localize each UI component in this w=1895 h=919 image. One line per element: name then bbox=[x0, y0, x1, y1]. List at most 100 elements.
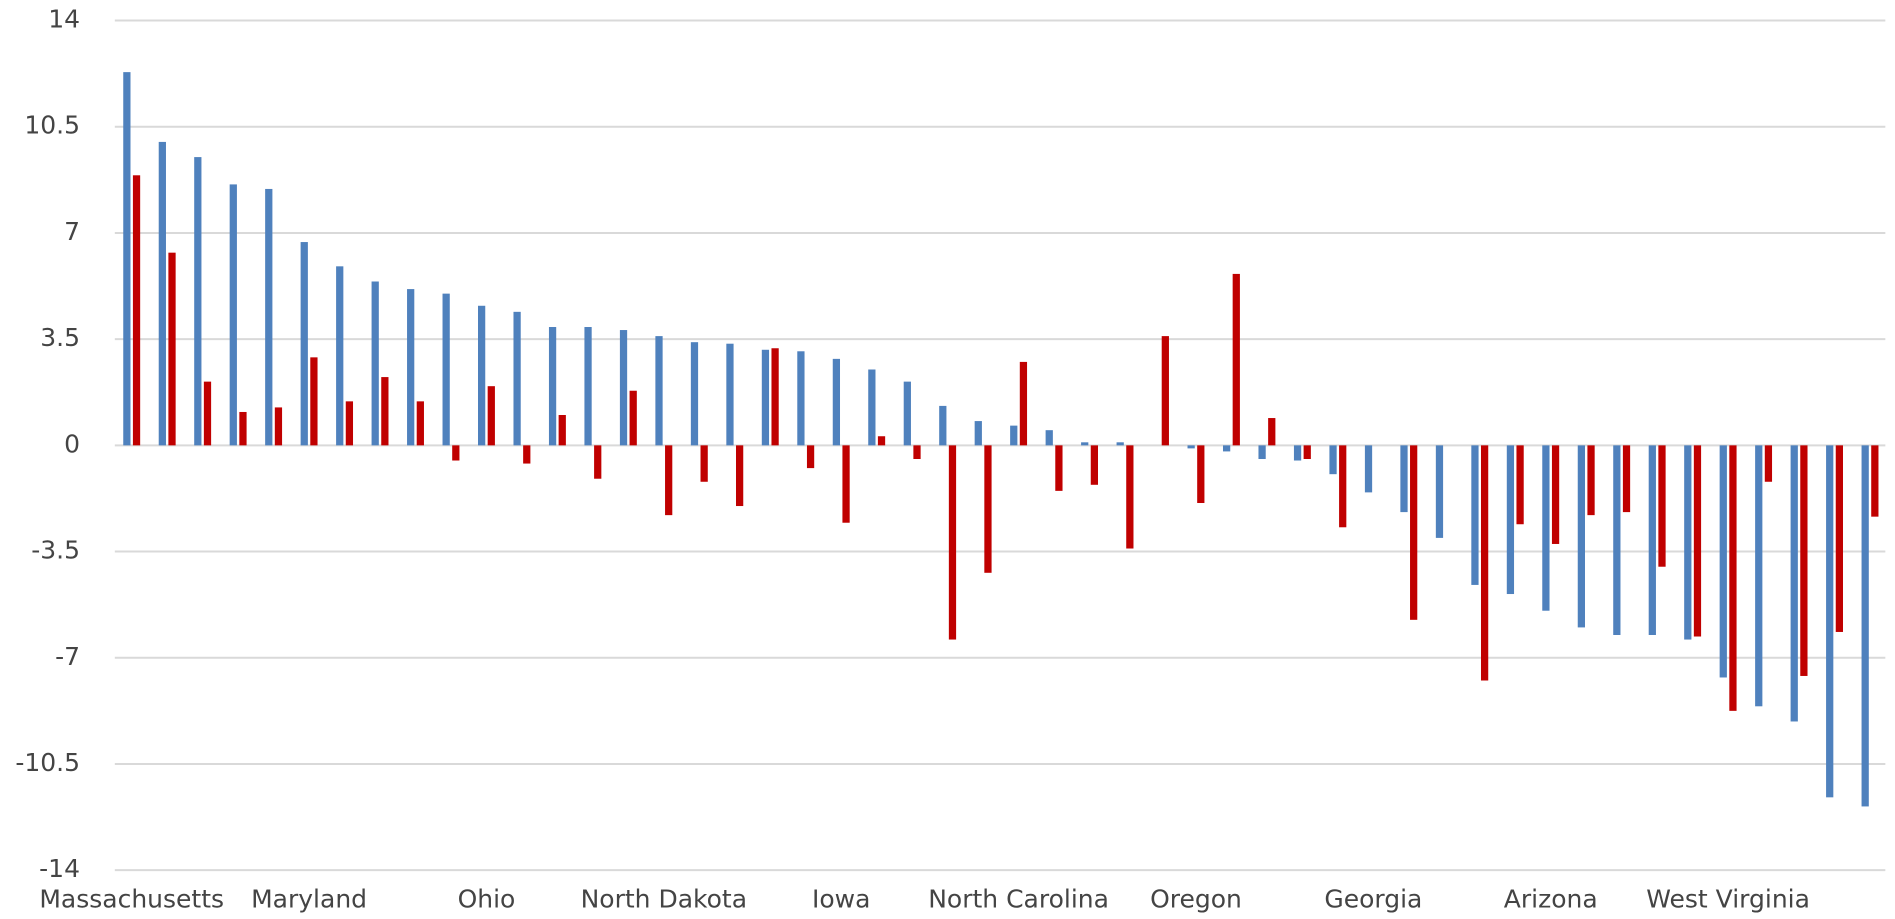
y-tick-label: -10.5 bbox=[15, 748, 80, 777]
bar bbox=[513, 311, 521, 446]
y-tick-label: 10.5 bbox=[24, 111, 80, 140]
bar bbox=[877, 436, 886, 446]
bar bbox=[700, 445, 708, 482]
bar bbox=[1506, 445, 1515, 595]
bar bbox=[1516, 445, 1524, 525]
bar bbox=[1755, 445, 1763, 707]
bar bbox=[1542, 445, 1550, 611]
bar bbox=[1871, 445, 1879, 517]
bar bbox=[203, 381, 212, 446]
x-tick-label: North Dakota bbox=[581, 884, 747, 913]
x-tick-label: West Virginia bbox=[1646, 884, 1810, 913]
bar bbox=[1435, 445, 1444, 538]
bar bbox=[1471, 445, 1479, 585]
bar bbox=[1045, 430, 1053, 446]
bar bbox=[974, 421, 982, 446]
bar bbox=[1019, 361, 1028, 446]
y-tick-label: -14 bbox=[39, 854, 80, 883]
bar bbox=[726, 343, 734, 446]
y-tick-label: 3.5 bbox=[40, 323, 80, 352]
bar bbox=[1835, 445, 1843, 632]
bar bbox=[1161, 336, 1169, 446]
bar bbox=[1826, 445, 1834, 798]
bar bbox=[558, 415, 566, 446]
bar bbox=[1790, 445, 1798, 722]
bar bbox=[771, 348, 779, 446]
bar bbox=[735, 445, 744, 507]
bar bbox=[1055, 445, 1063, 491]
bar bbox=[1587, 445, 1595, 516]
bar bbox=[1648, 445, 1656, 635]
bar bbox=[948, 445, 957, 640]
bar bbox=[1126, 445, 1134, 549]
bar bbox=[523, 445, 531, 464]
x-tick-label: Arizona bbox=[1504, 884, 1598, 913]
bar bbox=[194, 157, 202, 446]
bar bbox=[381, 377, 389, 446]
bar bbox=[1268, 418, 1276, 446]
bar bbox=[1400, 445, 1408, 513]
bar bbox=[1551, 445, 1560, 544]
bar bbox=[1480, 445, 1489, 681]
bar bbox=[229, 184, 237, 446]
bar bbox=[690, 342, 699, 446]
y-tick-label: 7 bbox=[64, 217, 80, 246]
bar bbox=[1081, 442, 1089, 446]
x-tick-label: Oregon bbox=[1150, 884, 1242, 913]
bar bbox=[984, 445, 992, 573]
bar bbox=[1222, 445, 1231, 452]
bar bbox=[629, 390, 637, 446]
bar bbox=[265, 188, 273, 446]
bar bbox=[1293, 445, 1302, 461]
bar bbox=[274, 407, 283, 446]
x-tick-label: Maryland bbox=[251, 884, 367, 913]
bar bbox=[478, 305, 486, 446]
bar bbox=[1613, 445, 1621, 635]
x-tick-label: Ohio bbox=[458, 884, 516, 913]
bar bbox=[761, 349, 770, 446]
bar bbox=[548, 327, 557, 446]
bar bbox=[1693, 445, 1702, 637]
bar bbox=[1232, 273, 1240, 446]
bar bbox=[1303, 445, 1311, 460]
bar bbox=[619, 330, 628, 446]
bar bbox=[158, 141, 166, 446]
bar bbox=[371, 281, 379, 446]
bar bbox=[1339, 445, 1347, 528]
y-tick-label: 14 bbox=[48, 5, 80, 34]
bar bbox=[584, 327, 592, 446]
bar bbox=[310, 357, 318, 446]
bar bbox=[123, 72, 131, 446]
bar bbox=[842, 445, 850, 523]
bar bbox=[345, 401, 354, 446]
bar bbox=[416, 401, 424, 446]
bar bbox=[1187, 445, 1195, 449]
bar bbox=[655, 336, 663, 446]
bar bbox=[239, 411, 247, 446]
x-tick-label: North Carolina bbox=[928, 884, 1109, 913]
bar bbox=[1764, 445, 1773, 482]
bar bbox=[1684, 445, 1692, 640]
bar bbox=[903, 381, 911, 446]
bar bbox=[1658, 445, 1666, 567]
bar bbox=[913, 445, 921, 460]
bar bbox=[1258, 445, 1266, 460]
x-tick-label: Iowa bbox=[812, 884, 870, 913]
bar bbox=[832, 358, 841, 446]
bar bbox=[1197, 445, 1205, 504]
bar bbox=[452, 445, 460, 461]
y-tick-label: -3.5 bbox=[31, 536, 80, 565]
bar bbox=[336, 266, 344, 446]
x-tick-label: Georgia bbox=[1324, 884, 1422, 913]
bar bbox=[487, 386, 495, 446]
bar bbox=[1090, 445, 1099, 485]
bar bbox=[797, 351, 805, 446]
bar bbox=[939, 405, 947, 446]
bar bbox=[1116, 442, 1124, 446]
y-tick-label: -7 bbox=[55, 642, 80, 671]
y-tick-label: 0 bbox=[64, 429, 80, 458]
bar bbox=[1577, 445, 1585, 628]
x-tick-label: Massachusetts bbox=[39, 884, 224, 913]
bar bbox=[1622, 445, 1631, 513]
